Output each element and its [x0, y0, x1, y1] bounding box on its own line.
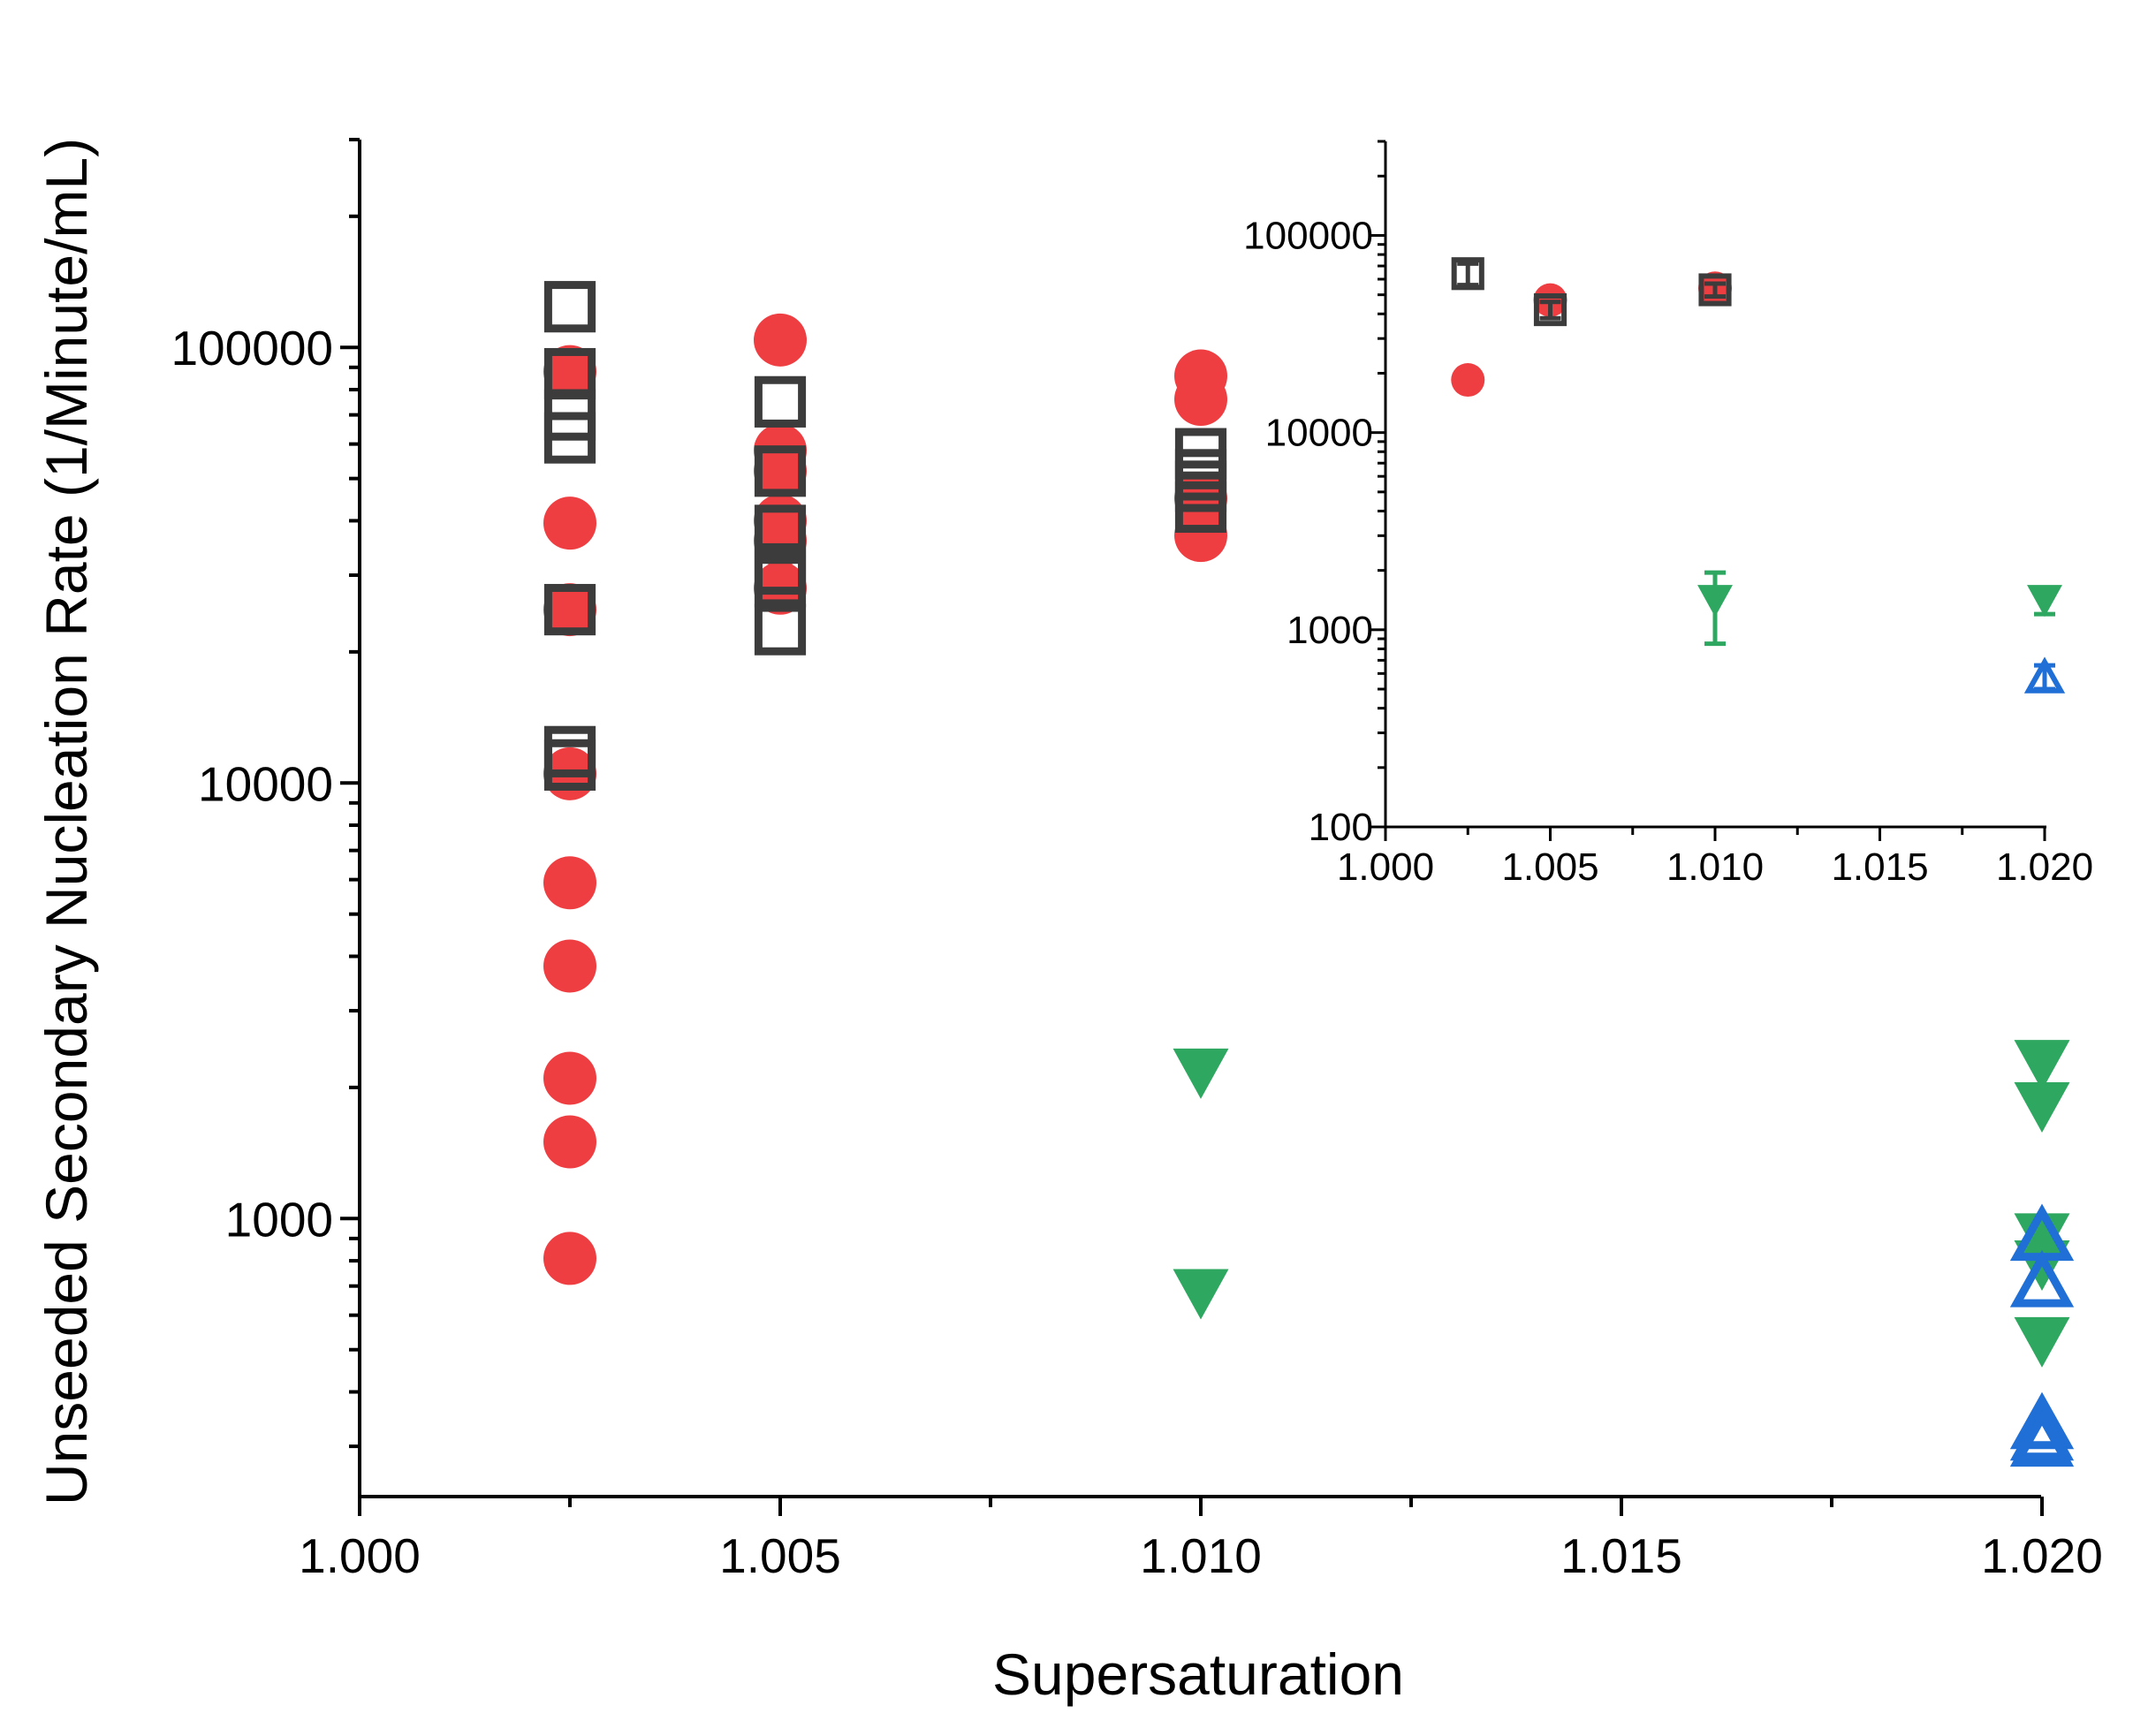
y-tick-label: 10000	[1265, 412, 1373, 455]
gray-square-point	[1698, 273, 1732, 307]
green-triangle-point	[1697, 585, 1733, 618]
red-circle-point	[543, 583, 596, 637]
red-circle-point	[543, 497, 596, 550]
gray-square-point	[543, 412, 596, 464]
y-tick-label: 10000	[198, 756, 333, 811]
gray-square-point	[1451, 257, 1484, 291]
gray-square-point	[543, 281, 596, 333]
main-ticks: 1.000 1.005 1.010 1.015 1.020 1000 10000 100000	[171, 138, 2103, 1583]
red-circle-point	[543, 1232, 596, 1285]
gray-square-point	[543, 583, 596, 636]
x-tick-label: 1.020	[1996, 845, 2093, 889]
red-circle-point	[543, 1051, 596, 1105]
inset-ticks: 1.000 1.005 1.010 1.015 1.020 100 1000 10000 100…	[1243, 140, 2093, 889]
red-circle-point	[754, 313, 807, 367]
y-tick-label: 100000	[1243, 214, 1373, 257]
blue-triangle-point	[2023, 656, 2066, 694]
green-triangle-point	[2014, 1040, 2070, 1091]
gray-square-point	[754, 556, 807, 608]
red-circle-point	[543, 1115, 596, 1169]
gray-square-point	[1533, 292, 1567, 327]
inset-marks	[1451, 257, 2066, 694]
x-tick-label: 1.015	[1560, 1528, 1682, 1583]
gray-square-point	[754, 504, 807, 557]
blue-triangle-point	[2009, 1249, 2075, 1308]
main-chart: 1.000 1.005 1.010 1.015 1.020 1000 10000 100000…	[34, 138, 2103, 1707]
y-tick-label: 1000	[225, 1192, 333, 1247]
y-tick-label: 100	[1309, 806, 1373, 849]
red-circle-point	[1174, 373, 1227, 427]
y-axis-title: Unseeded Secondary Nucleation Rate (1/Mi…	[34, 138, 99, 1505]
x-tick-label: 1.005	[719, 1528, 841, 1583]
gray-square-point	[754, 375, 807, 428]
x-axis-title: Supersaturation	[992, 1641, 1404, 1707]
green-triangle-point	[2014, 1316, 2070, 1368]
red-circle-point	[543, 856, 596, 910]
x-tick-label: 1.020	[1981, 1528, 2103, 1583]
y-tick-label: 1000	[1287, 609, 1373, 652]
red-circle-point	[543, 939, 596, 993]
blue-triangle-point	[2009, 1409, 2075, 1467]
y-tick-label: 100000	[171, 321, 333, 375]
x-tick-label: 1.010	[1666, 845, 1764, 889]
gray-square-point	[754, 603, 807, 656]
green-triangle-point	[1173, 1048, 1229, 1099]
green-triangle-point	[2014, 1081, 2070, 1133]
red-circle-point	[1174, 509, 1227, 563]
blue-triangle-point	[2009, 1391, 2075, 1450]
inset-chart: 1.000 1.005 1.010 1.015 1.020 100 1000 10000 100…	[1243, 140, 2093, 889]
x-tick-label: 1.000	[1337, 845, 1434, 889]
red-circle-point	[543, 345, 596, 398]
gray-square-point	[543, 739, 596, 791]
green-triangle-point	[2014, 1213, 2070, 1264]
red-circle-point	[754, 444, 807, 498]
gray-square-point	[754, 445, 807, 497]
red-circle-point	[1451, 363, 1485, 398]
x-tick-label: 1.000	[299, 1528, 421, 1583]
main-marks	[543, 281, 2075, 1467]
green-triangle-point	[2027, 585, 2062, 618]
x-tick-label: 1.015	[1831, 845, 1928, 889]
gray-square-point	[1174, 481, 1227, 534]
x-tick-label: 1.005	[1501, 845, 1598, 889]
green-triangle-point	[1173, 1269, 1229, 1320]
x-tick-label: 1.010	[1140, 1528, 1262, 1583]
